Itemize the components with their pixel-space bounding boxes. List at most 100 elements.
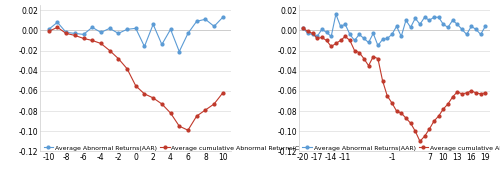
Average cumulative Abnormal Returns(CAR) — [445, 103, 451, 105]
Average cumulative Abnormal Returns(CAR) — [380, 80, 386, 82]
Average Abnormal Returns(AAR) — [408, 26, 414, 28]
Average cumulative Abnormal Returns(CAR) — [417, 140, 423, 142]
Average Abnormal Returns(AAR) — [398, 35, 404, 37]
Average cumulative Abnormal Returns(CAR) — [220, 92, 226, 94]
Average cumulative Abnormal Returns(CAR) — [356, 52, 362, 54]
Average Abnormal Returns(AAR) — [300, 27, 306, 29]
Average cumulative Abnormal Returns(CAR) — [310, 32, 316, 34]
Average Abnormal Returns(AAR) — [459, 28, 465, 30]
Average cumulative Abnormal Returns(CAR) — [389, 102, 395, 104]
Average Abnormal Returns(AAR) — [168, 28, 173, 30]
Average cumulative Abnormal Returns(CAR) — [366, 65, 372, 67]
Average cumulative Abnormal Returns(CAR) — [375, 58, 381, 60]
Average Abnormal Returns(AAR) — [412, 17, 418, 19]
Average cumulative Abnormal Returns(CAR) — [342, 35, 348, 37]
Average cumulative Abnormal Returns(CAR) — [464, 92, 469, 94]
Average Abnormal Returns(AAR) — [142, 45, 148, 47]
Average cumulative Abnormal Returns(CAR) — [132, 85, 138, 87]
Average Abnormal Returns(AAR) — [333, 13, 339, 15]
Average Abnormal Returns(AAR) — [361, 37, 367, 39]
Average cumulative Abnormal Returns(CAR) — [72, 34, 78, 36]
Average cumulative Abnormal Returns(CAR) — [324, 39, 330, 41]
Average Abnormal Returns(AAR) — [314, 35, 320, 37]
Average Abnormal Returns(AAR) — [185, 32, 191, 34]
Average Abnormal Returns(AAR) — [468, 25, 474, 27]
Average cumulative Abnormal Returns(CAR) — [352, 50, 358, 52]
Average Abnormal Returns(AAR) — [454, 23, 460, 25]
Average cumulative Abnormal Returns(CAR) — [98, 42, 104, 45]
Line: Average Abnormal Returns(AAR): Average Abnormal Returns(AAR) — [48, 16, 224, 53]
Average cumulative Abnormal Returns(CAR) — [333, 42, 339, 45]
Average cumulative Abnormal Returns(CAR) — [468, 90, 474, 92]
Average Abnormal Returns(AAR) — [473, 28, 479, 30]
Average Abnormal Returns(AAR) — [98, 31, 104, 33]
Average Abnormal Returns(AAR) — [150, 23, 156, 25]
Average cumulative Abnormal Returns(CAR) — [89, 39, 95, 41]
Average cumulative Abnormal Returns(CAR) — [319, 36, 325, 39]
Average cumulative Abnormal Returns(CAR) — [185, 129, 191, 131]
Average Abnormal Returns(AAR) — [211, 25, 217, 27]
Average cumulative Abnormal Returns(CAR) — [473, 92, 479, 94]
Average Abnormal Returns(AAR) — [403, 19, 409, 21]
Average Abnormal Returns(AAR) — [366, 41, 372, 44]
Average Abnormal Returns(AAR) — [54, 21, 60, 23]
Average cumulative Abnormal Returns(CAR) — [440, 108, 446, 110]
Average Abnormal Returns(AAR) — [305, 32, 311, 34]
Average Abnormal Returns(AAR) — [450, 19, 456, 21]
Average cumulative Abnormal Returns(CAR) — [398, 112, 404, 114]
Average Abnormal Returns(AAR) — [80, 33, 86, 35]
Average cumulative Abnormal Returns(CAR) — [338, 39, 344, 41]
Average Abnormal Returns(AAR) — [159, 44, 165, 46]
Average cumulative Abnormal Returns(CAR) — [328, 45, 334, 47]
Average Abnormal Returns(AAR) — [394, 25, 400, 27]
Average cumulative Abnormal Returns(CAR) — [202, 109, 208, 111]
Legend: Average Abnormal Returns(AAR), Average cumulative Abnormal Returns(CAR): Average Abnormal Returns(AAR), Average c… — [43, 144, 311, 151]
Average cumulative Abnormal Returns(CAR) — [314, 37, 320, 39]
Average cumulative Abnormal Returns(CAR) — [80, 37, 86, 39]
Average cumulative Abnormal Returns(CAR) — [347, 39, 353, 41]
Average cumulative Abnormal Returns(CAR) — [168, 112, 173, 114]
Average cumulative Abnormal Returns(CAR) — [436, 115, 442, 117]
Average cumulative Abnormal Returns(CAR) — [176, 125, 182, 127]
Average cumulative Abnormal Returns(CAR) — [478, 93, 484, 95]
Average cumulative Abnormal Returns(CAR) — [305, 30, 311, 32]
Average cumulative Abnormal Returns(CAR) — [194, 115, 200, 117]
Average Abnormal Returns(AAR) — [422, 16, 428, 18]
Average cumulative Abnormal Returns(CAR) — [159, 103, 165, 105]
Average cumulative Abnormal Returns(CAR) — [454, 91, 460, 93]
Average Abnormal Returns(AAR) — [328, 35, 334, 37]
Average cumulative Abnormal Returns(CAR) — [211, 103, 217, 105]
Average Abnormal Returns(AAR) — [426, 19, 432, 21]
Average Abnormal Returns(AAR) — [356, 33, 362, 35]
Average Abnormal Returns(AAR) — [375, 44, 381, 46]
Average cumulative Abnormal Returns(CAR) — [124, 68, 130, 70]
Average cumulative Abnormal Returns(CAR) — [412, 130, 418, 132]
Average Abnormal Returns(AAR) — [464, 33, 469, 35]
Average Abnormal Returns(AAR) — [482, 25, 488, 27]
Average Abnormal Returns(AAR) — [106, 27, 112, 29]
Average cumulative Abnormal Returns(CAR) — [394, 110, 400, 112]
Average Abnormal Returns(AAR) — [417, 23, 423, 25]
Average cumulative Abnormal Returns(CAR) — [63, 32, 69, 34]
Line: Average Abnormal Returns(AAR): Average Abnormal Returns(AAR) — [302, 13, 486, 47]
Average cumulative Abnormal Returns(CAR) — [116, 58, 121, 60]
Average Abnormal Returns(AAR) — [440, 23, 446, 25]
Average cumulative Abnormal Returns(CAR) — [150, 97, 156, 99]
Average cumulative Abnormal Returns(CAR) — [431, 120, 437, 122]
Average Abnormal Returns(AAR) — [370, 32, 376, 34]
Legend: Average Abnormal Returns(AAR), Average cumulative Abnormal Returns(CAR): Average Abnormal Returns(AAR), Average c… — [302, 144, 500, 151]
Average Abnormal Returns(AAR) — [89, 26, 95, 28]
Average cumulative Abnormal Returns(CAR) — [450, 96, 456, 98]
Average Abnormal Returns(AAR) — [63, 31, 69, 33]
Average Abnormal Returns(AAR) — [324, 31, 330, 33]
Average Abnormal Returns(AAR) — [436, 16, 442, 18]
Average cumulative Abnormal Returns(CAR) — [54, 26, 60, 28]
Average Abnormal Returns(AAR) — [338, 25, 344, 27]
Average cumulative Abnormal Returns(CAR) — [426, 128, 432, 130]
Average Abnormal Returns(AAR) — [116, 32, 121, 34]
Average Abnormal Returns(AAR) — [431, 16, 437, 18]
Average Abnormal Returns(AAR) — [384, 37, 390, 39]
Average Abnormal Returns(AAR) — [72, 32, 78, 34]
Average Abnormal Returns(AAR) — [380, 38, 386, 40]
Average cumulative Abnormal Returns(CAR) — [46, 30, 52, 32]
